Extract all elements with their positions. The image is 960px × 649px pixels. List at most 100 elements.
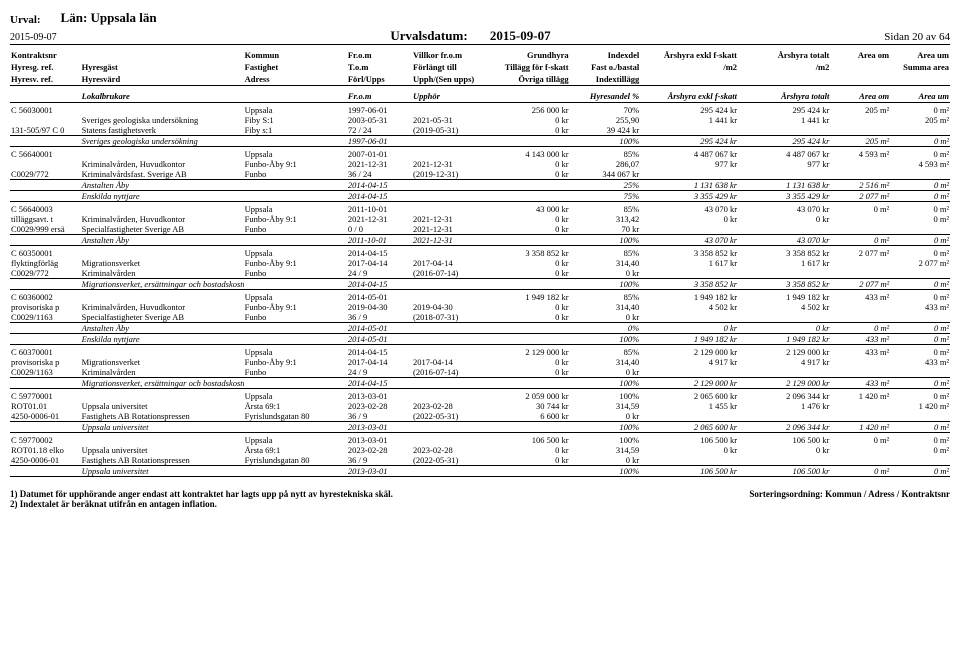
cell: Årshyra totalt <box>738 49 830 61</box>
cell <box>488 323 570 333</box>
cell: 2019-04-30 <box>412 302 488 312</box>
cell <box>81 204 244 214</box>
cell: 2023-02-28 <box>412 401 488 411</box>
cell: 0 kr <box>488 312 570 322</box>
cell: Uppsala <box>244 149 347 159</box>
cell: 0 kr <box>488 357 570 367</box>
cell: 43 070 kr <box>640 235 738 245</box>
cell: 25% <box>570 180 641 190</box>
cell: tilläggsavt. t <box>10 214 81 224</box>
cell: 2 129 000 kr <box>640 378 738 388</box>
cell: 1997-06-01 <box>347 105 412 115</box>
cell: 0 kr <box>488 159 570 169</box>
cell: 0 m² <box>830 466 890 476</box>
cell: Enskilda nyttjare <box>81 191 244 201</box>
cell: 2014-05-01 <box>347 292 412 302</box>
cell: 106 500 kr <box>640 466 738 476</box>
cell <box>890 411 950 421</box>
cell <box>412 334 488 344</box>
cell: Uppsala <box>244 105 347 115</box>
cell <box>488 466 570 476</box>
cell <box>488 90 570 102</box>
cell: 3 358 852 kr <box>738 248 830 258</box>
cell <box>830 445 890 455</box>
cell: Funbo <box>244 367 347 377</box>
cell: 0 m² <box>890 378 950 388</box>
cell <box>640 125 738 135</box>
cell: 0% <box>570 323 641 333</box>
cell: 295 424 kr <box>640 105 738 115</box>
data-body: C 56030001Uppsala1997-06-01256 000 kr70%… <box>10 105 950 477</box>
cell <box>830 302 890 312</box>
cell: (2022-05-31) <box>412 411 488 421</box>
cell: Uppsala <box>244 204 347 214</box>
cell: 2 129 000 kr <box>738 347 830 357</box>
cell: Area om <box>830 49 890 61</box>
cell <box>830 411 890 421</box>
contract-group: C 59770001Uppsala2013-03-012 059 000 kr1… <box>10 391 950 433</box>
cell: 2 129 000 kr <box>488 347 570 357</box>
cell: 4250-0006-01 <box>10 455 81 465</box>
cell: Sveriges geologiska undersökning <box>81 115 244 125</box>
cell: Funbo <box>244 312 347 322</box>
cell: 0 kr <box>570 268 641 278</box>
cell: 2 077 m² <box>830 191 890 201</box>
cell: 205 m² <box>830 136 890 146</box>
cell: 1 131 638 kr <box>640 180 738 190</box>
cell: 3 358 852 kr <box>738 279 830 289</box>
cell: 256 000 kr <box>488 105 570 115</box>
cell <box>244 323 347 333</box>
cell: C 59770002 <box>10 435 81 445</box>
cell <box>412 466 488 476</box>
cell: 4 593 m² <box>830 149 890 159</box>
cell: 4 917 kr <box>640 357 738 367</box>
cell: 24 / 9 <box>347 268 412 278</box>
cell <box>830 169 890 179</box>
cell: 0 kr <box>488 214 570 224</box>
cell: (2016-07-14) <box>412 268 488 278</box>
cell: 4 143 000 kr <box>488 149 570 159</box>
cell: Hyresvärd <box>81 73 244 85</box>
cell <box>830 357 890 367</box>
cell: Fyrislundsgatan 80 <box>244 411 347 421</box>
cell: 2017-04-14 <box>412 258 488 268</box>
cell: 1 949 182 kr <box>488 292 570 302</box>
cell: C0029/772 <box>10 268 81 278</box>
cell: Förl/Upps <box>347 73 412 85</box>
cell: 0 m² <box>890 422 950 432</box>
cell: 0 m² <box>830 323 890 333</box>
cell <box>640 268 738 278</box>
cell <box>81 435 244 445</box>
cell: Kontraktsnr <box>10 49 81 61</box>
cell: 6 600 kr <box>488 411 570 421</box>
cell: 4 917 kr <box>738 357 830 367</box>
cell: 433 m² <box>830 334 890 344</box>
cell: (2022-05-31) <box>412 455 488 465</box>
cell <box>412 378 488 388</box>
urvalsdatum-value: 2015-09-07 <box>490 28 551 43</box>
cell: 2011-10-01 <box>347 235 412 245</box>
cell <box>640 73 738 85</box>
cell: 2023-02-28 <box>347 401 412 411</box>
cell: 1 441 kr <box>738 115 830 125</box>
cell: 36 / 9 <box>347 312 412 322</box>
cell: Årshyra exkl f-skatt <box>640 49 738 61</box>
cell: 1 420 m² <box>890 401 950 411</box>
cell: 1 949 182 kr <box>738 292 830 302</box>
cell <box>81 292 244 302</box>
cell <box>10 90 81 102</box>
cell: 106 500 kr <box>738 466 830 476</box>
cell <box>738 411 830 421</box>
cell <box>244 191 347 201</box>
sort-order: Sorteringsordning: Kommun / Adress / Kon… <box>749 489 950 509</box>
cell: Area um <box>890 90 950 102</box>
cell: 0 kr <box>738 323 830 333</box>
cell <box>412 435 488 445</box>
cell <box>81 149 244 159</box>
cell: 43 070 kr <box>738 204 830 214</box>
contract-group: C 59770002Uppsala2013-03-01106 500 kr100… <box>10 435 950 477</box>
cell: 2014-04-15 <box>347 279 412 289</box>
cell: C 60360002 <box>10 292 81 302</box>
cell: 2021-12-31 <box>412 159 488 169</box>
cell: 433 m² <box>830 292 890 302</box>
